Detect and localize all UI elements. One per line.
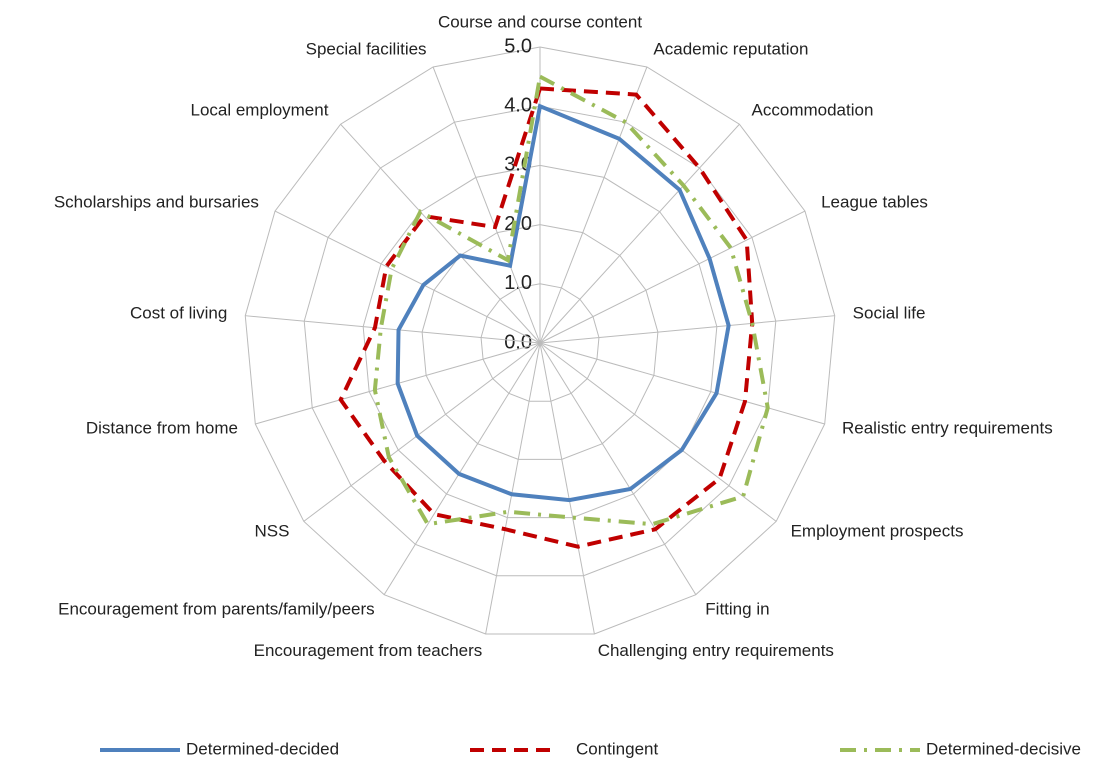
category-label: Scholarships and bursaries bbox=[54, 193, 259, 212]
legend-label: Determined-decisive bbox=[926, 739, 1081, 758]
spoke bbox=[539, 342, 595, 635]
spoke bbox=[340, 123, 541, 344]
r-tick-label: 1.0 bbox=[504, 272, 532, 294]
category-label: Encouragement from teachers bbox=[254, 641, 483, 660]
spoke bbox=[539, 342, 777, 522]
spoke bbox=[274, 210, 541, 344]
series-line bbox=[372, 73, 770, 527]
spoke bbox=[485, 342, 541, 635]
grid-ring bbox=[421, 224, 659, 460]
category-label: Distance from home bbox=[86, 418, 238, 437]
spoke bbox=[539, 342, 825, 425]
category-label: Academic reputation bbox=[653, 40, 808, 59]
category-label: Local employment bbox=[190, 100, 328, 119]
spoke bbox=[383, 342, 541, 595]
category-label: Accommodation bbox=[752, 100, 874, 119]
category-label: Special facilities bbox=[306, 40, 427, 59]
category-label: Realistic entry requirements bbox=[842, 418, 1053, 437]
series-line bbox=[338, 86, 755, 549]
category-label: League tables bbox=[821, 193, 928, 212]
spoke bbox=[539, 123, 740, 344]
category-label: Course and course content bbox=[438, 12, 642, 31]
category-label: Cost of living bbox=[130, 304, 227, 323]
r-tick-label: 4.0 bbox=[504, 94, 532, 116]
category-label: Employment prospects bbox=[791, 522, 964, 541]
series-line bbox=[395, 103, 731, 503]
legend-label: Contingent bbox=[576, 739, 659, 758]
grid-ring bbox=[303, 105, 777, 577]
spoke bbox=[539, 342, 697, 595]
grid-ring bbox=[244, 46, 836, 635]
r-tick-label: 0.0 bbox=[504, 331, 532, 353]
legend-label: Determined-decided bbox=[186, 739, 339, 758]
spoke bbox=[245, 315, 541, 344]
spoke bbox=[539, 315, 835, 344]
category-label: Encouragement from parents/family/peers bbox=[58, 599, 375, 618]
category-label: Challenging entry requirements bbox=[598, 641, 834, 660]
spoke bbox=[539, 66, 648, 344]
r-tick-label: 5.0 bbox=[504, 35, 532, 57]
spoke bbox=[303, 342, 541, 522]
category-label: NSS bbox=[254, 522, 289, 541]
category-label: Social life bbox=[853, 304, 926, 323]
category-label: Fitting in bbox=[705, 599, 769, 618]
spoke bbox=[432, 66, 541, 344]
grid-ring bbox=[480, 283, 600, 402]
spoke bbox=[539, 210, 806, 344]
grid-ring bbox=[362, 164, 718, 519]
